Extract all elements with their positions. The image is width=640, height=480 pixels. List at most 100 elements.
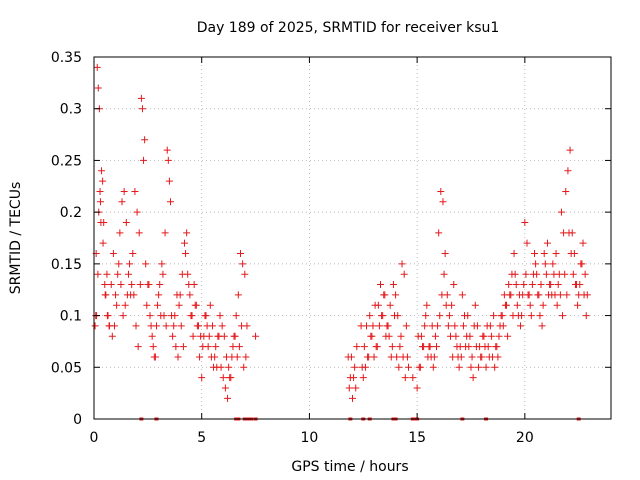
data-point: [349, 394, 356, 402]
data-point: [345, 384, 353, 392]
data-point: [382, 332, 390, 340]
plot-frame: [93, 56, 612, 420]
data-point: [447, 332, 455, 340]
data-point: [450, 281, 458, 289]
data-point: [511, 270, 519, 278]
data-point: [252, 332, 260, 340]
data-point: [481, 343, 489, 351]
data-point: [93, 63, 101, 71]
y-tick-label: 0.35: [51, 50, 82, 66]
data-point: [199, 343, 207, 351]
data-point: [472, 343, 480, 351]
data-point: [149, 343, 157, 351]
data-point: [391, 312, 399, 320]
data-point: [562, 187, 570, 195]
data-point: [427, 353, 435, 361]
data-point: [559, 312, 567, 320]
data-point: [471, 301, 479, 309]
data-point: [550, 270, 558, 278]
data-point: [173, 291, 181, 299]
data-point: [574, 301, 582, 309]
data-point: [546, 281, 554, 289]
data-point: [526, 301, 534, 309]
data-point: [122, 218, 130, 226]
data-point: [190, 281, 198, 289]
data-point: [395, 363, 403, 371]
data-point: [485, 353, 493, 361]
data-point: [201, 312, 209, 320]
data-point: [453, 343, 461, 351]
data-point: [148, 332, 156, 340]
data-point: [429, 363, 437, 371]
data-point: [140, 156, 148, 164]
data-point: [135, 229, 143, 237]
data-point: [377, 281, 385, 289]
data-point: [141, 136, 149, 144]
data-point: [402, 322, 410, 330]
data-point: [425, 343, 433, 351]
data-point: [103, 312, 111, 320]
data-point: [458, 291, 466, 299]
data-point: [169, 332, 177, 340]
data-point: [159, 270, 167, 278]
data-point: [186, 291, 194, 299]
data-point: [556, 291, 564, 299]
data-point: [537, 281, 545, 289]
data-point: [212, 343, 220, 351]
chart-title: Day 189 of 2025, SRMTID for receiver ksu…: [197, 20, 500, 36]
y-tick-label: 0.05: [51, 360, 82, 376]
data-point: [242, 353, 250, 361]
data-point: [232, 312, 240, 320]
y-tick-label: 0.2: [60, 205, 82, 221]
data-point: [207, 353, 215, 361]
data-point: [94, 270, 102, 278]
data-point: [183, 229, 191, 237]
data-point: [565, 229, 573, 237]
data-point: [531, 250, 539, 258]
data-point: [360, 343, 368, 351]
data-point: [101, 291, 109, 299]
data-point: [353, 343, 361, 351]
data-point: [532, 260, 540, 268]
data-point: [512, 281, 520, 289]
data-point: [117, 281, 125, 289]
x-tick-label: 0: [90, 430, 99, 446]
data-point: [421, 322, 429, 330]
data-point: [124, 270, 132, 278]
data-point: [97, 218, 105, 226]
data-point: [241, 270, 249, 278]
data-point: [401, 374, 409, 382]
data-point: [216, 312, 224, 320]
data-point: [437, 187, 445, 195]
data-point: [464, 312, 472, 320]
data-point: [518, 312, 526, 320]
data-point: [414, 332, 422, 340]
data-point: [384, 322, 392, 330]
data-point: [538, 322, 546, 330]
data-point: [358, 363, 366, 371]
data-point: [103, 270, 111, 278]
data-point: [99, 239, 107, 247]
data-point: [147, 322, 155, 330]
data-point: [146, 312, 154, 320]
data-point: [396, 343, 404, 351]
data-point: [197, 332, 205, 340]
data-point: [114, 270, 122, 278]
data-point: [522, 270, 530, 278]
data-point: [373, 343, 381, 351]
data-point: [224, 394, 232, 402]
data-point: [365, 353, 373, 361]
data-point: [469, 374, 477, 382]
data-point: [513, 301, 521, 309]
data-point: [203, 322, 211, 330]
data-point: [422, 312, 430, 320]
data-point: [351, 363, 359, 371]
data-point: [192, 301, 200, 309]
x-tick-label: 15: [408, 430, 426, 446]
data-point: [580, 291, 588, 299]
data-point: [419, 343, 427, 351]
data-point: [569, 270, 577, 278]
y-tick-labels: 0 0.05 0.1 0.15 0.2 0.25 0.3 0.35: [51, 50, 82, 428]
data-point: [98, 167, 106, 175]
